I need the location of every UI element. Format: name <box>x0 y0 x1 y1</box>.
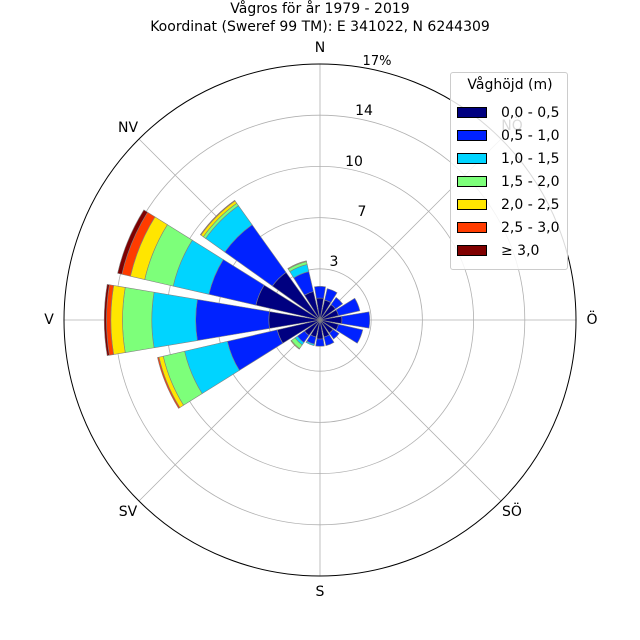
legend-label: 2,0 - 2,5 <box>501 197 560 213</box>
direction-label: SÖ <box>502 502 522 520</box>
windrose-bar-segment <box>290 339 301 350</box>
direction-label: NV <box>118 120 138 136</box>
windrose-bar-segment <box>324 288 338 304</box>
polar-frame <box>63 63 577 577</box>
radial-tick-label: 10 <box>345 154 363 170</box>
legend-swatch <box>457 176 487 187</box>
legend-swatch <box>457 130 487 141</box>
legend-swatch <box>457 199 487 210</box>
chart-subtitle: Koordinat (Sweref 99 TM): E 341022, N 62… <box>150 19 490 35</box>
windrose-bar-segment <box>151 291 198 349</box>
windrose-bar-segment <box>287 260 307 270</box>
direction-label: N <box>315 40 325 56</box>
radial-tick-label: 3 <box>330 254 339 270</box>
direction-label: S <box>316 584 325 600</box>
direction-label: SV <box>119 504 138 520</box>
windrose-bar-segment <box>335 297 361 317</box>
legend-swatch <box>457 245 487 256</box>
legend: Våghöjd (m) 0,0 - 0,5 0,5 - 1,0 1,0 - 1,5 1… <box>450 72 568 270</box>
legend-swatch <box>457 222 487 233</box>
windrose-bar-segment <box>314 286 326 299</box>
windrose-bar-segment <box>199 199 236 236</box>
legend-title: Våghöjd (m) <box>467 77 553 93</box>
radial-tick-label: 7 <box>358 204 367 220</box>
windrose-bar-segment <box>335 323 364 344</box>
grid-spoke <box>319 319 502 502</box>
windrose-bar-segment <box>122 287 155 353</box>
windrose-bar-segment <box>330 296 344 310</box>
windrose-bar-segment <box>328 328 340 340</box>
radial-unit-label: 17% <box>363 54 392 69</box>
windrose-bar-segment <box>103 284 110 356</box>
legend-label: 2,5 - 3,0 <box>501 220 560 236</box>
chart-title: Vågros för år 1979 - 2019 <box>230 1 410 17</box>
legend-label: 1,0 - 1,5 <box>501 151 560 167</box>
legend-label: ≥ 3,0 <box>501 243 540 259</box>
windrose-bar-segment <box>341 311 371 329</box>
windrose-bar-segment <box>305 340 315 347</box>
legend-label: 0,5 - 1,0 <box>501 128 560 144</box>
windrose-bar-segment <box>323 334 335 347</box>
radial-tick-label: 14 <box>355 103 373 119</box>
legend-swatch <box>457 153 487 164</box>
chart-title-block: Vågros för år 1979 - 2019 Koordinat (Swe… <box>0 0 640 36</box>
legend-label: 0,0 - 0,5 <box>501 105 560 121</box>
direction-label: V <box>44 312 54 328</box>
windrose-bar-segment <box>157 356 181 409</box>
legend-label: 1,5 - 2,0 <box>501 174 560 190</box>
legend-swatch <box>457 107 487 118</box>
windrose-bar-segment <box>315 338 325 347</box>
windrose-bar-segment <box>117 209 148 275</box>
polar-grid <box>63 63 577 577</box>
direction-label: Ö <box>586 310 597 328</box>
windrose-bars <box>103 199 371 409</box>
grid-spoke <box>138 319 321 502</box>
